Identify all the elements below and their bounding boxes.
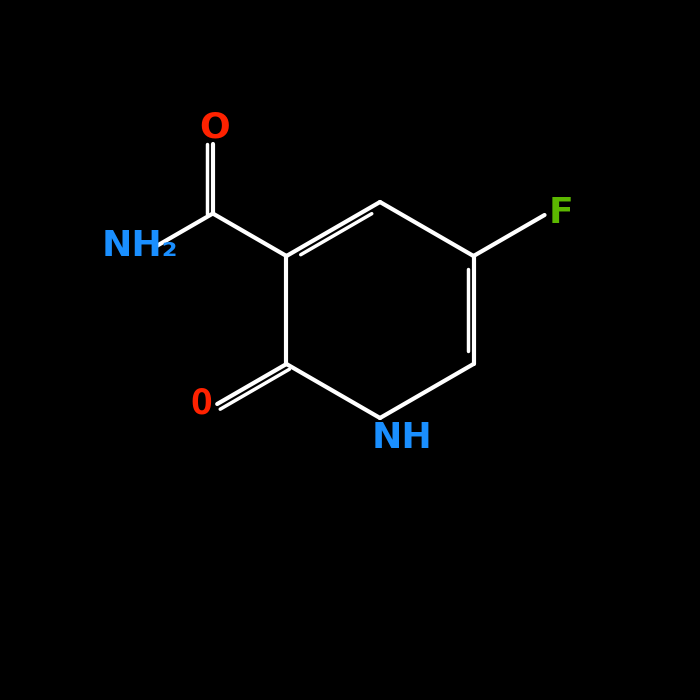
Text: NH₂: NH₂ [102,228,178,262]
Text: NH: NH [372,421,433,455]
Text: O: O [190,387,212,421]
Text: O: O [199,111,230,144]
Text: F: F [548,196,573,230]
